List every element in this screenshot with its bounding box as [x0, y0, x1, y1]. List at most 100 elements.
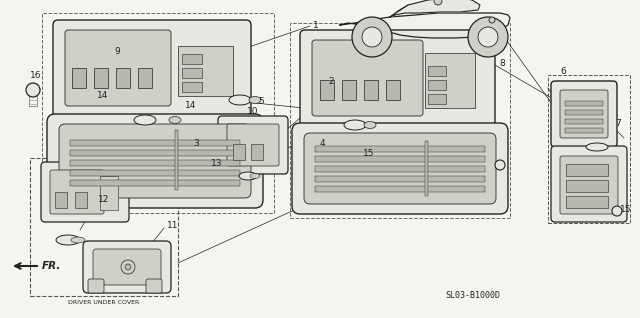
FancyBboxPatch shape — [83, 241, 171, 293]
Bar — [251, 144, 263, 160]
FancyBboxPatch shape — [312, 40, 423, 116]
FancyBboxPatch shape — [93, 249, 161, 285]
Bar — [428, 66, 446, 76]
Bar — [29, 88, 37, 106]
Bar — [386, 80, 400, 100]
Bar — [315, 176, 485, 182]
FancyBboxPatch shape — [551, 81, 617, 147]
Bar — [315, 166, 485, 172]
Text: 15: 15 — [363, 149, 374, 157]
Text: 5: 5 — [258, 96, 264, 106]
Ellipse shape — [56, 235, 80, 245]
Circle shape — [434, 0, 442, 5]
Text: 12: 12 — [98, 196, 109, 204]
FancyBboxPatch shape — [218, 116, 288, 174]
FancyBboxPatch shape — [53, 20, 251, 118]
Polygon shape — [340, 13, 510, 38]
Bar — [175, 130, 178, 190]
Bar — [182, 68, 202, 78]
FancyBboxPatch shape — [560, 156, 618, 214]
Text: 4: 4 — [320, 140, 326, 149]
Bar — [565, 119, 603, 124]
Circle shape — [26, 83, 40, 97]
Bar — [55, 192, 67, 208]
Circle shape — [362, 27, 382, 47]
Bar — [320, 80, 334, 100]
Circle shape — [352, 17, 392, 57]
Bar — [315, 146, 485, 152]
Text: 16: 16 — [30, 72, 42, 80]
FancyBboxPatch shape — [47, 114, 263, 208]
Text: 3: 3 — [193, 139, 199, 148]
Bar — [70, 160, 240, 166]
Text: 1: 1 — [313, 20, 319, 30]
FancyBboxPatch shape — [50, 170, 104, 214]
Text: 2: 2 — [328, 77, 333, 86]
Text: 9: 9 — [114, 47, 120, 57]
Ellipse shape — [229, 95, 251, 105]
Bar — [70, 180, 240, 186]
Bar — [566, 180, 608, 192]
Ellipse shape — [239, 172, 257, 180]
Bar — [428, 80, 446, 90]
Bar — [566, 196, 608, 208]
Ellipse shape — [249, 96, 261, 103]
Bar — [94, 68, 108, 88]
Bar — [100, 176, 118, 210]
Bar — [565, 101, 603, 106]
Text: FR.: FR. — [42, 261, 61, 271]
Bar — [425, 141, 428, 196]
Ellipse shape — [134, 115, 156, 125]
Bar — [182, 82, 202, 92]
Circle shape — [495, 160, 505, 170]
FancyBboxPatch shape — [227, 124, 279, 166]
Bar — [178, 46, 233, 96]
Circle shape — [121, 260, 135, 274]
Polygon shape — [390, 0, 480, 17]
FancyBboxPatch shape — [88, 279, 104, 293]
Ellipse shape — [71, 237, 85, 243]
Ellipse shape — [364, 121, 376, 128]
Bar — [116, 68, 130, 88]
Ellipse shape — [586, 143, 608, 151]
Text: 14: 14 — [185, 101, 196, 110]
Circle shape — [612, 206, 622, 216]
Bar — [233, 144, 245, 160]
Bar — [70, 150, 240, 156]
Ellipse shape — [344, 120, 366, 130]
Circle shape — [478, 27, 498, 47]
FancyBboxPatch shape — [560, 90, 608, 138]
Bar — [72, 68, 86, 88]
Bar — [70, 170, 240, 176]
FancyBboxPatch shape — [551, 146, 627, 222]
Bar — [565, 110, 603, 115]
Text: 8: 8 — [499, 59, 505, 67]
Bar — [425, 53, 475, 108]
Text: 14: 14 — [97, 92, 108, 100]
Bar — [428, 94, 446, 104]
FancyBboxPatch shape — [65, 30, 171, 106]
Text: 13: 13 — [211, 158, 223, 168]
Circle shape — [468, 17, 508, 57]
Text: 11: 11 — [167, 222, 179, 231]
Text: 7: 7 — [615, 120, 621, 128]
FancyBboxPatch shape — [59, 124, 251, 198]
Text: 15: 15 — [620, 204, 632, 213]
Bar — [290, 23, 510, 218]
FancyBboxPatch shape — [304, 133, 496, 204]
Circle shape — [489, 17, 495, 23]
FancyBboxPatch shape — [292, 123, 508, 214]
Bar — [566, 164, 608, 176]
Bar — [364, 80, 378, 100]
FancyBboxPatch shape — [300, 30, 495, 128]
Text: 10: 10 — [247, 107, 259, 116]
Circle shape — [125, 264, 131, 270]
Bar — [565, 128, 603, 133]
Ellipse shape — [250, 174, 260, 178]
FancyBboxPatch shape — [41, 162, 129, 222]
Text: 6: 6 — [560, 66, 566, 75]
Bar — [342, 80, 356, 100]
Bar — [548, 75, 630, 223]
FancyBboxPatch shape — [146, 279, 162, 293]
Bar — [42, 13, 274, 213]
